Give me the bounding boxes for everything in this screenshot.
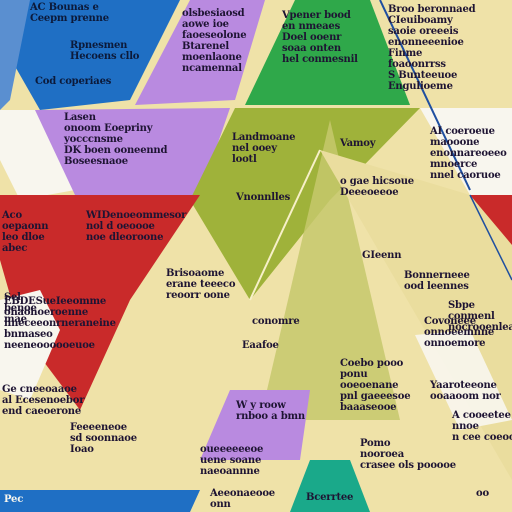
text-block-26: Coebo pooo ponu ooeoenane pnl gaeeesoe b… [340,358,411,413]
text-block-3: Cod coperiaes [35,76,112,87]
olive-panel-center [190,108,420,300]
white-diamond-right [415,330,512,430]
teal-triangle-bottom [290,460,370,512]
green-triangle-top [245,0,410,105]
purple-triangle-bottom [200,390,310,460]
white-diamond-left [0,290,60,400]
text-block-27: Feeeeneoe sd soonnaoe Ioao [70,422,137,455]
text-block-19: Sel benoe mae [4,292,37,325]
text-block-2: Rpnesmen Hecoens cllo [70,40,140,62]
text-block-10: AI coeroeue maooone enonnareoeeo mnoerce… [430,126,507,181]
text-block-12: WIDenoeommesor nol d oeoooe noe dleoroon… [86,210,187,243]
text-block-4: olsbesiaosd aowe ioe faoeseolone Btarene… [182,8,247,74]
red-triangle-left [0,195,200,410]
text-block-15: GIeenn [362,250,402,261]
text-block-5: Vpener bood en nmeaes Doel ooenr soaa on… [282,10,358,65]
text-block-23: EBDESueIeeomme onaonoeroenne nneceeonrne… [4,296,116,351]
blue-sliver-left [0,0,30,110]
text-block-8: Landmoane nel ooey lootl [232,132,296,165]
text-block-31: Pomo nooroea crasee ols pooooe [360,438,456,471]
text-block-22: Covoneee onnoeemnne onnoemore [424,316,495,349]
text-block-7: Lasen onoom Eoepriny yocccnsme DK boen o… [64,112,168,167]
text-block-30: A cooeetee nnoe n cee coeool [452,410,512,443]
divider-line-2 [469,194,512,281]
text-block-33: Bcerrtee [306,492,354,503]
divider-line-3 [249,149,321,301]
text-block-16: Brisoaome erane teeeco reoorr oone [166,268,236,301]
text-block-32: Aeeonaeooe onn [210,488,275,510]
purple-triangle-top [135,0,265,105]
text-block-34: oo [476,488,489,499]
text-block-20: conomre [252,316,300,327]
blue-triangle-top-left [0,0,180,110]
text-block-29: oueeeeeeoe uene soane naeoannne [200,444,264,477]
text-block-25: W y roow rnboo a bmn [236,400,305,422]
text-block-35: Pec [4,494,24,505]
text-block-17: Bonnerneee ood leennes [404,270,470,292]
text-block-11: Aco oepaonn leo dloe abec [2,210,49,254]
text-block-28: Ge cneeoaaoe al Ecesenoebor end caeoeron… [2,384,85,417]
blue-strip-bottom [0,490,200,512]
text-block-6: Broo beronnaed CIeuiboamy saoie oreeeis … [388,4,476,92]
white-wedge-right [420,108,512,195]
white-wedge-left [0,110,75,200]
text-block-24: Yaaroteeone ooaaoom nor [430,380,501,402]
text-block-9: Vamoy [340,138,376,149]
divider-line-1 [379,0,471,191]
text-block-14: o gae hicsoue Deeeoeeoe [340,176,414,198]
purple-band-left [35,108,230,195]
center-fan [260,120,400,420]
text-block-18: Sbpe conmenl nocrooenlea [448,300,512,333]
text-block-21: Eaafoe [242,340,279,351]
text-block-13: Vnonnlles [236,192,291,203]
text-block-1: AC Bounas e Ceepm prenne [30,2,109,24]
